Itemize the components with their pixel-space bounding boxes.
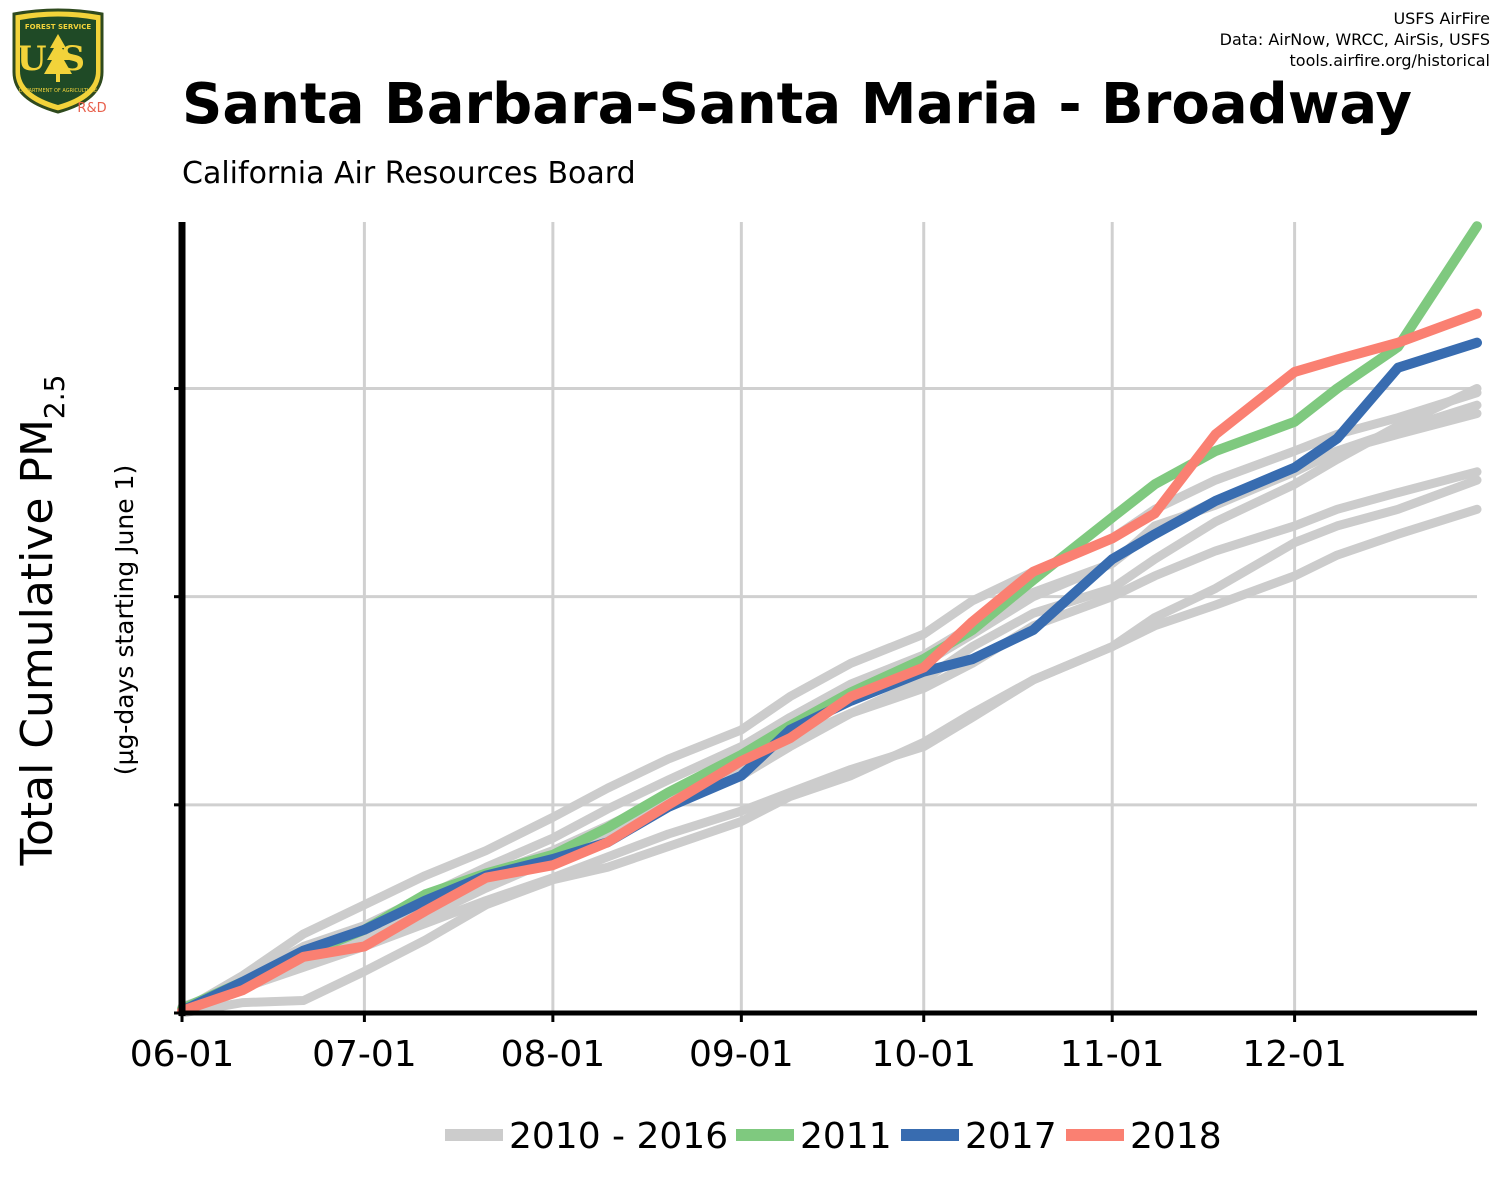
x-tick-label-5: 11-01 — [1060, 1034, 1165, 1075]
logo-bottom-text: DEPARTMENT OF AGRICULTURE — [19, 88, 97, 94]
axes — [174, 222, 1477, 1022]
chart-title: Santa Barbara-Santa Maria - Broadway — [182, 72, 1413, 137]
x-tick-label-6: 12-01 — [1242, 1034, 1347, 1075]
x-tick-label-2: 08-01 — [501, 1034, 606, 1075]
legend-label-0: 2010 - 2016 — [509, 1116, 728, 1157]
series-line-history-1 — [177, 504, 1482, 1014]
data-credits: USFS AirFire Data: AirNow, WRCC, AirSis,… — [1220, 8, 1490, 71]
legend-label-2: 2017 — [965, 1116, 1057, 1157]
series-line-history-2 — [177, 475, 1482, 1018]
x-tick-label-4: 10-01 — [871, 1034, 976, 1075]
chart-subtitle: California Air Resources Board — [182, 156, 636, 191]
y-axis-secondary-label: (µg-days starting June 1) — [110, 465, 139, 775]
series-lines — [177, 221, 1482, 1018]
series-line-history-4 — [177, 388, 1482, 1016]
x-tick-labels: 06-01 07-01 08-01 09-01 10-01 11-01 12-01 — [130, 1034, 1347, 1075]
credit-line-source: USFS AirFire — [1393, 9, 1490, 28]
x-tick-label-0: 06-01 — [130, 1034, 235, 1075]
legend-label-1: 2011 — [800, 1116, 892, 1157]
y-axis-label-subscript: 2.5 — [38, 375, 71, 420]
grid-lines — [182, 222, 1477, 1013]
y-axis-label: Total Cumulative PM2.5 — [12, 375, 71, 867]
legend: 2010 - 2016 2011 2017 2018 — [445, 1116, 1222, 1157]
x-tick-label-1: 07-01 — [312, 1034, 417, 1075]
credit-line-data: Data: AirNow, WRCC, AirSis, USFS — [1219, 30, 1490, 49]
series-line-2011 — [177, 221, 1482, 1014]
x-tick-label-3: 09-01 — [689, 1034, 794, 1075]
logo-rd-tag: R&D — [77, 101, 106, 116]
credit-line-url: tools.airfire.org/historical — [1289, 51, 1490, 70]
usfs-logo: FOREST SERVICE US DEPARTMENT OF AGRICULT… — [12, 8, 107, 116]
logo-top-text: FOREST SERVICE — [25, 23, 92, 31]
series-line-2018 — [177, 308, 1482, 1016]
legend-label-3: 2018 — [1130, 1116, 1222, 1157]
